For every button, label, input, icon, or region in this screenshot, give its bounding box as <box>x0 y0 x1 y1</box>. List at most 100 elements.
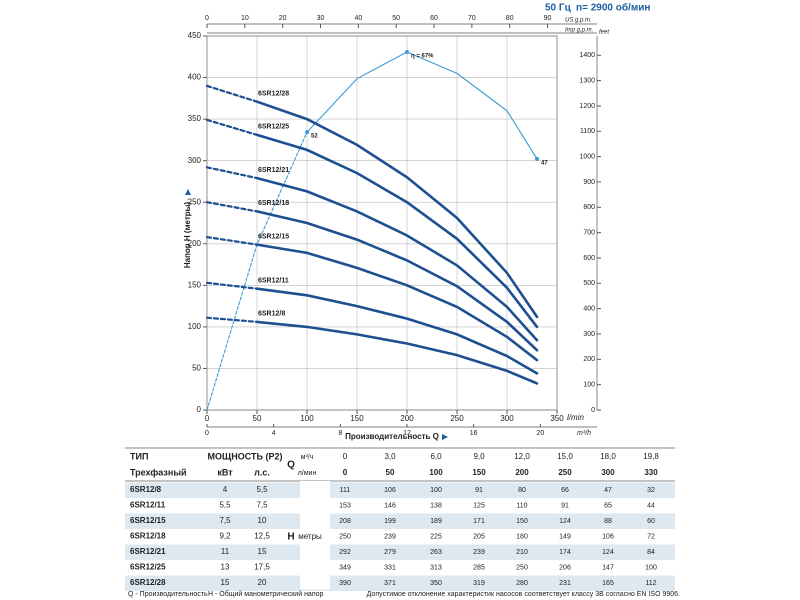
table-text: 106 <box>602 533 614 540</box>
table-text: 32 <box>647 487 655 494</box>
y-tick-label: 350 <box>188 114 202 123</box>
table-text: 6SR12/18 <box>130 532 166 541</box>
y-tick-label: 0 <box>197 405 202 414</box>
head-curve <box>255 287 539 375</box>
y2-tick-label: 700 <box>583 229 595 236</box>
table-text: 9,2 <box>219 532 231 541</box>
table-text: 200 <box>515 468 529 477</box>
table-text: 124 <box>602 549 614 556</box>
table-text: 100 <box>430 487 442 494</box>
usgpm-tick-label: 0 <box>205 15 209 22</box>
y2-tick-label: 900 <box>583 179 595 186</box>
table-text: 15 <box>221 578 230 587</box>
table-text: 7,5 <box>219 516 231 525</box>
y2-tick-label: 1100 <box>580 128 595 135</box>
table-text: 331 <box>384 564 396 571</box>
table-text: 5,5 <box>256 485 268 494</box>
table-text: 84 <box>647 549 655 556</box>
table-text: 100 <box>429 468 443 477</box>
table-text: 6SR12/25 <box>130 563 166 572</box>
series-label: 6SR12/18 <box>258 200 289 207</box>
table-text: 6SR12/21 <box>130 547 166 556</box>
series-label: 6SR12/8 <box>258 311 285 318</box>
table-text: 47 <box>604 487 612 494</box>
h-cell <box>300 481 330 590</box>
table-text: 250 <box>339 533 351 540</box>
row-shade <box>125 575 675 591</box>
table-text: 250 <box>516 564 528 571</box>
impgpm-unit: Imp g.p.m. <box>565 28 593 34</box>
m3h-tick-label: 0 <box>205 430 209 437</box>
table-text: 3,0 <box>384 452 396 461</box>
table-text: 6SR12/28 <box>130 578 166 587</box>
table-text: 17,5 <box>254 563 270 572</box>
usgpm-tick-label: 20 <box>279 15 287 22</box>
head-curve-dashed <box>205 281 259 290</box>
y2-tick-label: 1300 <box>579 77 595 84</box>
head-curve <box>255 210 539 352</box>
table-text: 239 <box>473 549 485 556</box>
table-text: 15 <box>258 547 267 556</box>
y-label: Напор H (метры) <box>183 202 192 269</box>
efficiency-point <box>535 156 539 161</box>
head-curve-dashed <box>205 201 259 213</box>
table-text: 279 <box>384 549 396 556</box>
series-label: 6SR12/28 <box>258 91 289 98</box>
row-shade <box>125 544 675 560</box>
table-text: 12,0 <box>514 452 530 461</box>
table-text: 18,0 <box>600 452 616 461</box>
y2-tick-label: 1000 <box>579 153 595 160</box>
table-text: 91 <box>561 502 569 509</box>
y-tick-label: 50 <box>192 364 201 373</box>
table-text: 111 <box>340 487 351 494</box>
usgpm-unit: US g.p.m. <box>565 18 592 24</box>
y2-tick-label: 1200 <box>579 103 595 110</box>
table-text: 50 <box>386 468 395 477</box>
table-text: 313 <box>430 564 442 571</box>
table-text: 147 <box>602 564 614 571</box>
table-text: 138 <box>430 502 442 509</box>
table-text: 180 <box>516 533 528 540</box>
table-text: Трехфазный <box>130 467 187 477</box>
efficiency-point <box>405 50 409 55</box>
table-text: 65 <box>604 502 612 509</box>
table-text: 5,5 <box>219 501 231 510</box>
table-text: 174 <box>559 549 571 556</box>
table-text: 106 <box>384 487 396 494</box>
m3h-unit: m³/h <box>577 430 591 437</box>
table-text: 80 <box>518 487 526 494</box>
head-curve <box>255 133 539 329</box>
table-text: 350 <box>430 580 442 587</box>
y-tick-label: 400 <box>188 73 202 82</box>
table-text: ТИП <box>130 451 148 461</box>
table-text: 6SR12/8 <box>130 485 162 494</box>
table-text: 349 <box>339 564 351 571</box>
table-text: 208 <box>339 518 351 525</box>
table-text: 124 <box>559 518 571 525</box>
table-text: 125 <box>473 502 485 509</box>
table-text: 390 <box>339 580 351 587</box>
table-text: 165 <box>602 580 614 587</box>
table-text: МОЩНОСТЬ (P2) <box>208 451 283 461</box>
table-text: 44 <box>647 502 655 509</box>
table-text: 292 <box>339 549 351 556</box>
speed: n= 2900 об/мин <box>576 2 650 14</box>
table-text: 171 <box>473 518 485 525</box>
table-text: 199 <box>384 518 396 525</box>
table-text: 20 <box>258 578 267 587</box>
x-unit: l/min <box>567 413 584 422</box>
y2-tick-label: 0 <box>591 407 595 414</box>
table-text: Q - Производительность <box>128 591 208 598</box>
table-text: H - Общий манометрический напор <box>208 590 324 598</box>
table-text: кВт <box>217 467 233 477</box>
table-text: 225 <box>430 533 442 540</box>
series-label: 6SR12/21 <box>258 167 289 174</box>
row-shade <box>125 513 675 529</box>
head-curve-dashed <box>205 166 259 180</box>
efficiency-label: 52 <box>311 134 318 140</box>
table-text: 11 <box>221 547 230 556</box>
efficiency-label: 47 <box>541 160 548 166</box>
table-text: 110 <box>516 502 527 509</box>
table-text: 0 <box>343 468 348 477</box>
y2-label: feet <box>599 30 609 36</box>
